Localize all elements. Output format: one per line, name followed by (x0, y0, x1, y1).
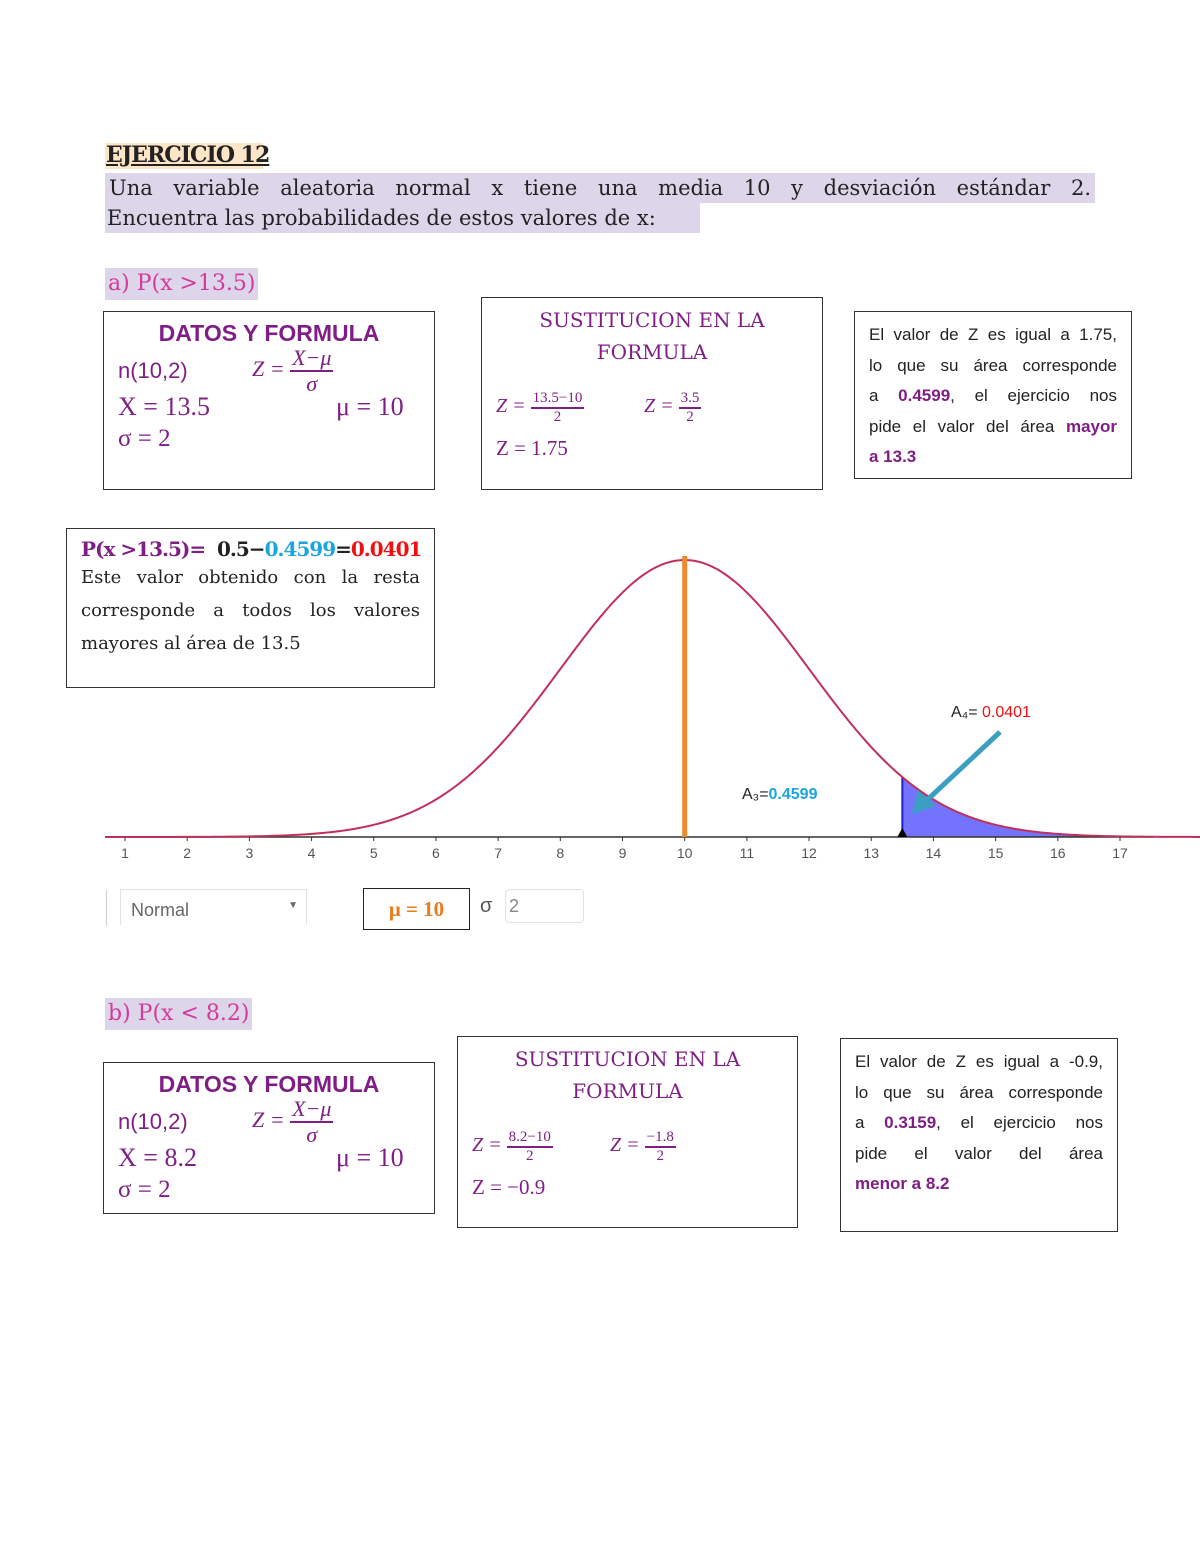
n-value: n(10,2) (118, 1109, 188, 1134)
x-tick-label: 5 (370, 845, 378, 861)
statement-line-2: Encuentra las probabilidades de estos va… (105, 203, 700, 233)
explain-line: El valor de Z es igual a -0.9, (855, 1052, 1103, 1071)
part-b-explanation-box: El valor de Z es igual a -0.9, lo que su… (840, 1038, 1118, 1232)
datos-heading: DATOS Y FORMULA (158, 320, 380, 346)
x-tick-label: 9 (619, 845, 627, 861)
n-value: n(10,2) (118, 358, 188, 383)
arrow-head-icon (912, 790, 936, 814)
z-formula: Z = X−μ σ (252, 345, 334, 397)
z1-lhs: Z = (496, 395, 526, 418)
x-tick-label: 7 (494, 845, 502, 861)
x-tick-label: 16 (1050, 845, 1066, 861)
z-lhs: Z = (252, 356, 285, 382)
sigma-label: σ (480, 895, 493, 917)
x-tick-label: 14 (926, 845, 942, 861)
z-formula: Z = X−μ σ (252, 1096, 334, 1148)
z-result: Z = 1.75 (496, 436, 568, 460)
part-a-substitution-box: SUSTITUCION EN LA FORMULA Z = 13.5−10 2 Z… (481, 297, 823, 490)
part-a-datos-box: DATOS Y FORMULA n(10,2) Z = X−μ σ X = 13.… (103, 311, 435, 490)
sust-heading-1: SUSTITUCION EN LA (539, 308, 765, 332)
z1-denominator: 2 (553, 408, 562, 425)
x-tick-label: 11 (740, 845, 755, 861)
dropdown-arrow-icon: ▼ (288, 900, 298, 911)
x-tick-label: 2 (183, 845, 191, 861)
sigma-value: σ = 2 (118, 425, 171, 452)
explain-line: pide el valor del área mayor (869, 416, 1117, 436)
divider (106, 890, 107, 926)
part-a-label: a) P(x >13.5) (105, 268, 259, 300)
part-b-label: b) P(x < 8.2) (105, 998, 253, 1030)
x-tick-label: 15 (988, 845, 1004, 861)
explain-line: a 0.4599, el ejercicio nos (869, 386, 1117, 405)
sigma-input[interactable]: 2 (505, 889, 584, 923)
sust-heading-2: FORMULA (572, 1079, 683, 1103)
density-curve (104, 558, 1200, 838)
z-substitution-1: Z = 13.5−10 2 (496, 390, 585, 425)
x-value: X = 8.2 (118, 1143, 197, 1172)
sust-heading-2: FORMULA (596, 340, 708, 364)
x-tick-label: 1 (121, 845, 129, 861)
result-text-line: mayores al área de 13.5 (81, 633, 301, 654)
part-a-result-box: P(x >13.5)= 0.5−0.4599=0.0401 Este valor… (66, 528, 435, 688)
x-tick-label: 12 (801, 845, 817, 861)
z2-lhs: Z = (644, 395, 674, 418)
x-tick-label: 4 (308, 845, 316, 861)
explain-line: lo que su área corresponde (855, 1082, 1103, 1102)
explain-line: lo que su área corresponde (869, 355, 1117, 375)
shaded-area (902, 777, 1120, 837)
z-fraction: X−μ σ (290, 345, 334, 397)
z2-denominator: 2 (686, 408, 694, 425)
x-tick-label: 3 (245, 845, 253, 861)
explain-line: pide el valor del área (855, 1143, 1103, 1163)
result-text-line: Este valor obtenido con la resta (81, 567, 420, 588)
part-a-explanation-box: El valor de Z es igual a 1.75, lo que su… (854, 311, 1132, 479)
x-tick-label: 8 (556, 845, 564, 861)
x-tick-label: 13 (863, 845, 879, 861)
z-substitution-1: Z = 8.2−10 2 (472, 1129, 553, 1164)
marker-triangle-icon (897, 828, 908, 837)
distribution-select[interactable]: Normal ▼ (120, 889, 307, 925)
z2-numerator: 3.5 (678, 390, 702, 409)
explain-line: a 13.3 (869, 447, 917, 466)
z-denominator: σ (306, 371, 318, 397)
title-highlight (105, 143, 263, 169)
sigma-value: σ = 2 (118, 1176, 171, 1203)
mu-display: μ = 10 (363, 888, 470, 930)
part-b-substitution-box: SUSTITUCION EN LA FORMULA Z = 8.2−10 2 Z … (457, 1036, 798, 1228)
probability-equation: P(x >13.5)= 0.5−0.4599=0.0401 (81, 537, 422, 561)
exercise-title: EJERCICIO 12 (106, 142, 270, 168)
mu-value: μ = 10 (336, 1143, 404, 1172)
z-result: Z = −0.9 (472, 1175, 546, 1199)
datos-heading: DATOS Y FORMULA (158, 1071, 380, 1097)
explain-line: a 0.3159, el ejercicio nos (855, 1113, 1103, 1132)
result-text-line: corresponde a todos los valores (81, 600, 420, 621)
explain-line: El valor de Z es igual a 1.75, (869, 325, 1117, 344)
area-value: 0.4599 (898, 386, 951, 405)
explain-line: menor a 8.2 (855, 1174, 950, 1193)
a4-annotation: A₄= 0.0401 (951, 704, 1031, 721)
x-tick-label: 17 (1112, 845, 1128, 861)
z-substitution-2: Z = −1.8 2 (610, 1129, 676, 1164)
part-b-datos-box: DATOS Y FORMULA n(10,2) Z = X−μ σ X = 8.2… (103, 1062, 435, 1214)
x-tick-label: 6 (432, 845, 440, 861)
x-value: X = 13.5 (118, 392, 210, 421)
mu-value: μ = 10 (336, 392, 404, 421)
normal-distribution-chart: 1 2 3 4 5 6 7 8 9 10 11 12 13 14 15 16 17 (104, 556, 1200, 861)
z-numerator: X−μ (290, 345, 334, 373)
a3-annotation: A₃=0.4599 (742, 786, 818, 803)
z-substitution-2: Z = 3.5 2 (644, 390, 702, 425)
statement-line-1: Una variable aleatoria normal x tiene un… (105, 173, 1095, 203)
z1-numerator: 13.5−10 (530, 390, 585, 409)
arrow-shaft (923, 730, 1002, 804)
sust-heading-1: SUSTITUCION EN LA (514, 1047, 741, 1071)
x-tick-label: 10 (677, 845, 693, 861)
